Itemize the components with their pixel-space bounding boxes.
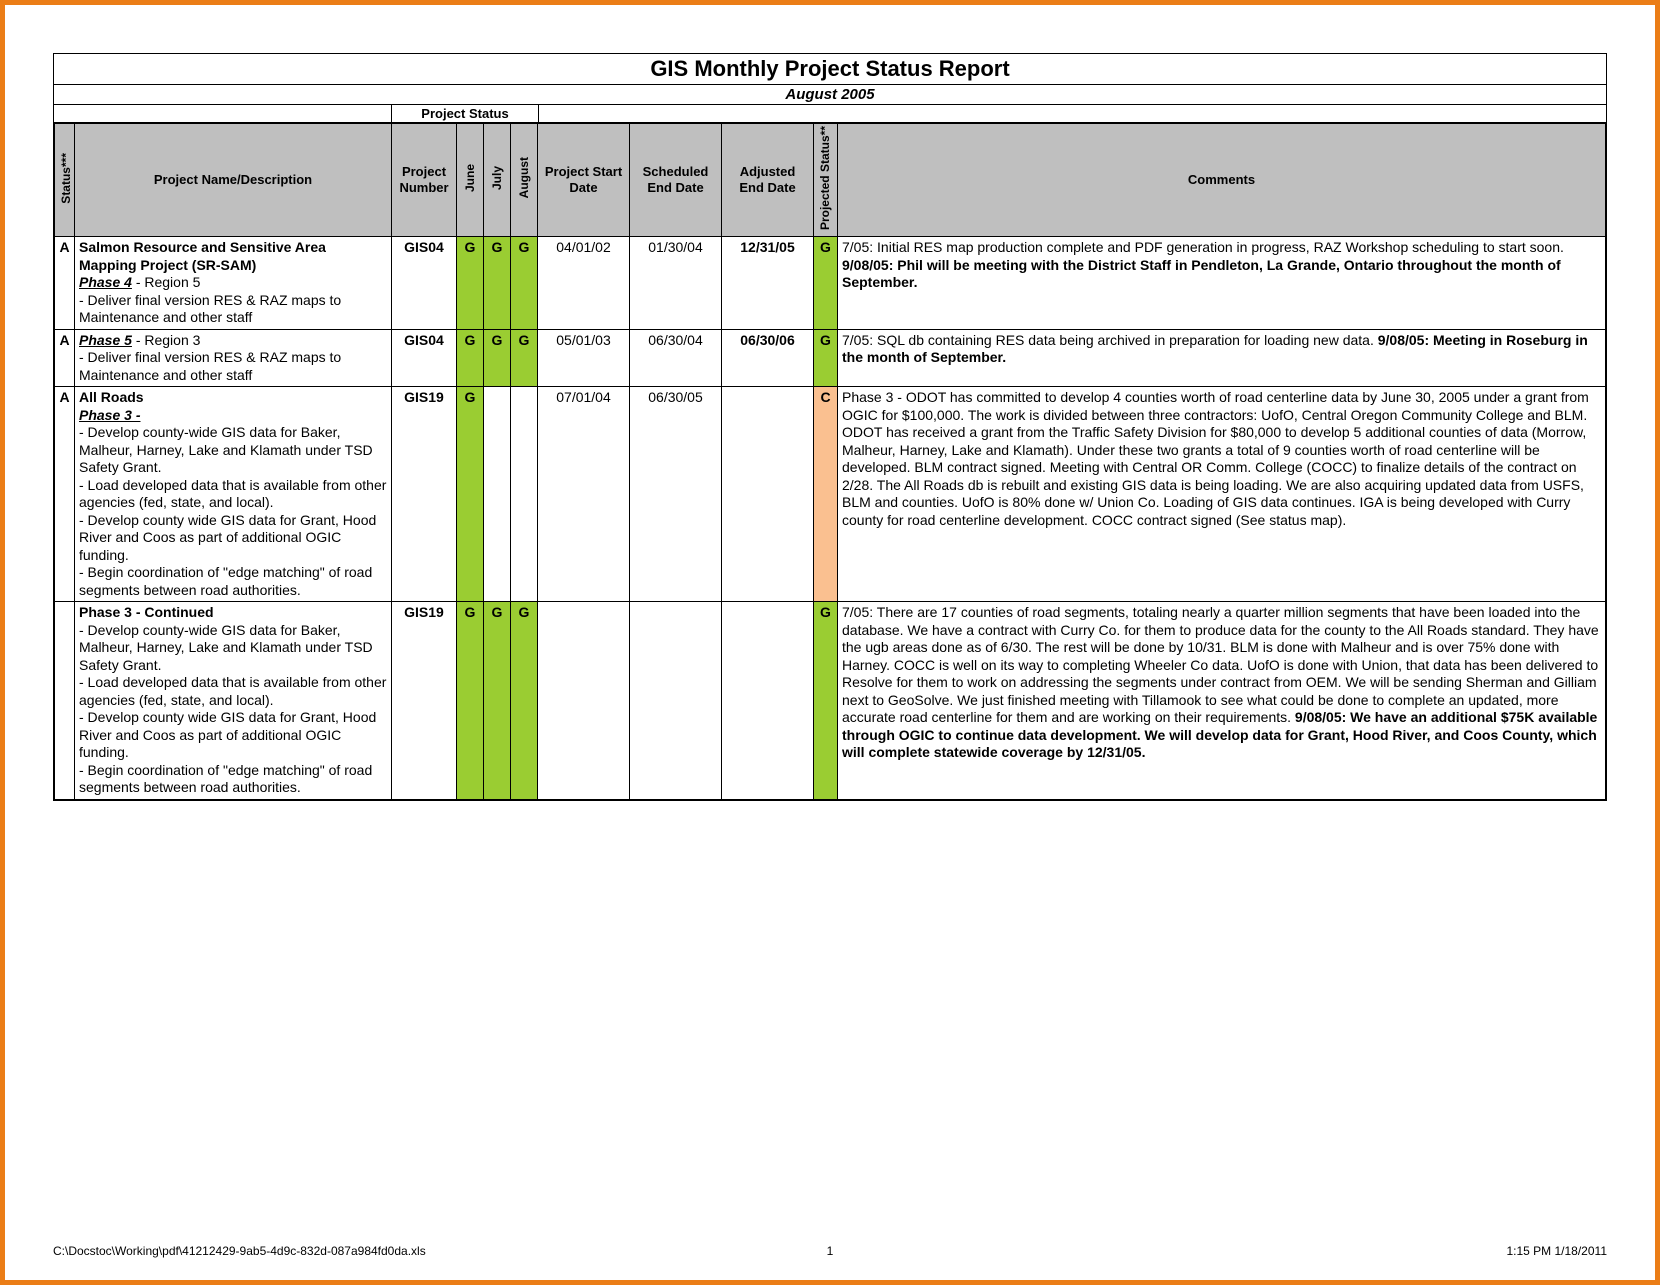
cell-month-2: G (511, 329, 538, 387)
cell-month-1: G (484, 237, 511, 330)
table-row: Phase 3 - Continued - Develop county-wid… (55, 602, 1606, 800)
cell-scheduled-end: 06/30/04 (630, 329, 722, 387)
section-header-row: Project Status (54, 105, 1606, 123)
cell-description: Phase 3 - Continued - Develop county-wid… (75, 602, 392, 800)
cell-comments: 7/05: There are 17 counties of road segm… (838, 602, 1606, 800)
header-month-august: August (511, 124, 538, 237)
cell-comments: Phase 3 - ODOT has committed to develop … (838, 387, 1606, 602)
header-month-june: June (457, 124, 484, 237)
header-row: Status*** Project Name/Description Proje… (55, 124, 1606, 237)
cell-project-number: GIS04 (392, 237, 457, 330)
header-scheduled-end: Scheduled End Date (630, 124, 722, 237)
cell-month-0: G (457, 237, 484, 330)
project-status-label: Project Status (391, 105, 539, 122)
cell-projected-status: C (814, 387, 838, 602)
cell-project-number: GIS04 (392, 329, 457, 387)
cell-scheduled-end: 06/30/05 (630, 387, 722, 602)
cell-description: Salmon Resource and Sensitive Area Mappi… (75, 237, 392, 330)
cell-project-start: 07/01/04 (538, 387, 630, 602)
cell-project-number: GIS19 (392, 387, 457, 602)
table-row: APhase 5 - Region 3 - Deliver final vers… (55, 329, 1606, 387)
cell-projected-status: G (814, 329, 838, 387)
cell-projected-status: G (814, 602, 838, 800)
cell-adjusted-end: 12/31/05 (722, 237, 814, 330)
report-container: GIS Monthly Project Status Report August… (53, 53, 1607, 801)
cell-adjusted-end (722, 602, 814, 800)
cell-month-2: G (511, 237, 538, 330)
cell-project-start: 04/01/02 (538, 237, 630, 330)
header-project-number: Project Number (392, 124, 457, 237)
cell-description: All RoadsPhase 3 - - Develop county-wide… (75, 387, 392, 602)
cell-month-1 (484, 387, 511, 602)
header-project-start: Project Start Date (538, 124, 630, 237)
report-subtitle: August 2005 (54, 85, 1606, 105)
header-status: Status*** (55, 124, 75, 237)
header-adjusted-end: Adjusted End Date (722, 124, 814, 237)
footer-page-number: 1 (827, 1244, 834, 1258)
page-frame: GIS Monthly Project Status Report August… (0, 0, 1660, 1285)
cell-month-2: G (511, 602, 538, 800)
cell-comments: 7/05: Initial RES map production complet… (838, 237, 1606, 330)
cell-month-0: G (457, 602, 484, 800)
cell-month-1: G (484, 602, 511, 800)
cell-project-number: GIS19 (392, 602, 457, 800)
cell-adjusted-end (722, 387, 814, 602)
cell-description: Phase 5 - Region 3 - Deliver final versi… (75, 329, 392, 387)
status-table: Status*** Project Name/Description Proje… (54, 123, 1606, 800)
footer-path: C:\Docstoc\Working\pdf\41212429-9ab5-4d9… (53, 1244, 426, 1258)
cell-scheduled-end (630, 602, 722, 800)
cell-month-2 (511, 387, 538, 602)
footer-timestamp: 1:15 PM 1/18/2011 (1506, 1244, 1607, 1258)
header-description: Project Name/Description (75, 124, 392, 237)
cell-scheduled-end: 01/30/04 (630, 237, 722, 330)
cell-project-start: 05/01/03 (538, 329, 630, 387)
cell-adjusted-end: 06/30/06 (722, 329, 814, 387)
table-row: AAll RoadsPhase 3 - - Develop county-wid… (55, 387, 1606, 602)
cell-month-0: G (457, 387, 484, 602)
cell-comments: 7/05: SQL db containing RES data being a… (838, 329, 1606, 387)
cell-projected-status: G (814, 237, 838, 330)
page-footer: C:\Docstoc\Working\pdf\41212429-9ab5-4d9… (53, 1244, 1607, 1258)
header-month-july: July (484, 124, 511, 237)
report-title: GIS Monthly Project Status Report (54, 54, 1606, 85)
header-projected-status: Projected Status** (814, 124, 838, 237)
cell-project-start (538, 602, 630, 800)
cell-month-0: G (457, 329, 484, 387)
cell-month-1: G (484, 329, 511, 387)
header-comments: Comments (838, 124, 1606, 237)
table-row: ASalmon Resource and Sensitive Area Mapp… (55, 237, 1606, 330)
